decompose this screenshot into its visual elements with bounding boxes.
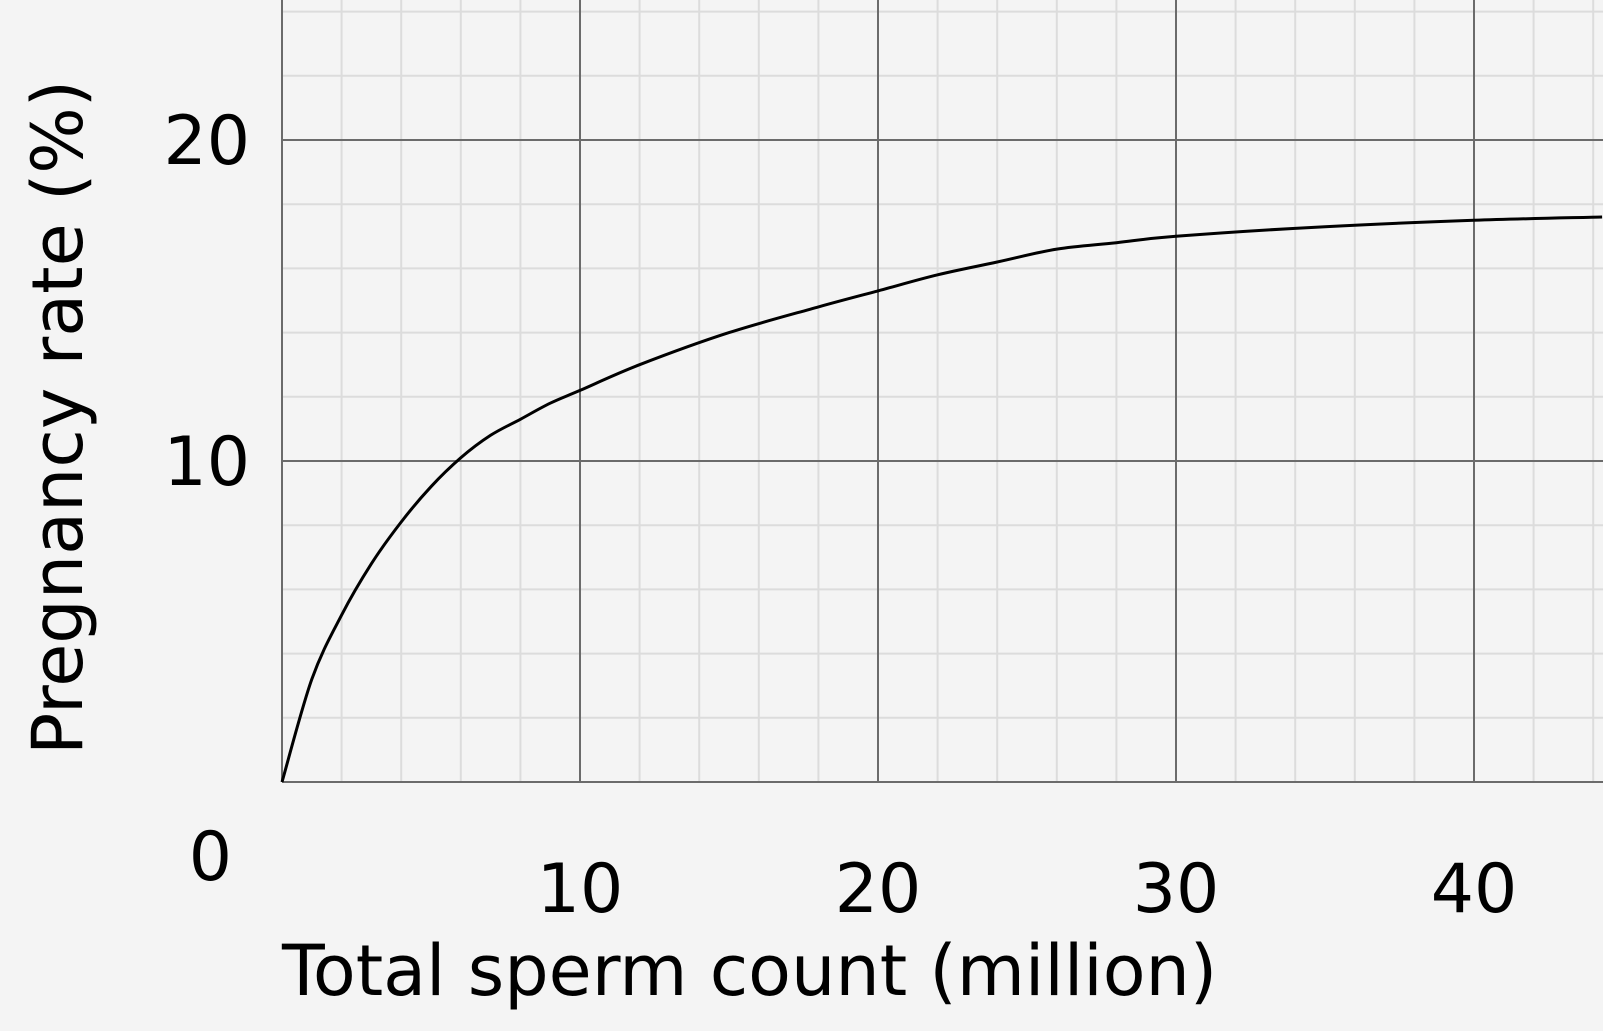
series-line-0 — [280, 215, 1603, 783]
y-tick-labels: 0 10 20 — [163, 102, 250, 897]
y-tick-label: 10 — [163, 423, 250, 502]
minor-grid — [282, 0, 1603, 782]
x-axis-label: Total sperm count (million) — [281, 930, 1217, 1012]
y-tick-label: 0 — [189, 818, 232, 897]
x-tick-labels: 10 20 30 40 — [537, 850, 1518, 929]
x-tick-label: 40 — [1431, 850, 1518, 929]
major-grid — [282, 0, 1603, 782]
series — [280, 215, 1603, 783]
y-axis-label: Pregnancy rate (%) — [17, 80, 99, 755]
axes — [281, 0, 1603, 783]
x-tick-label: 10 — [537, 850, 624, 929]
y-tick-label: 20 — [163, 102, 250, 181]
x-tick-label: 20 — [835, 850, 922, 929]
x-tick-label: 30 — [1133, 850, 1220, 929]
